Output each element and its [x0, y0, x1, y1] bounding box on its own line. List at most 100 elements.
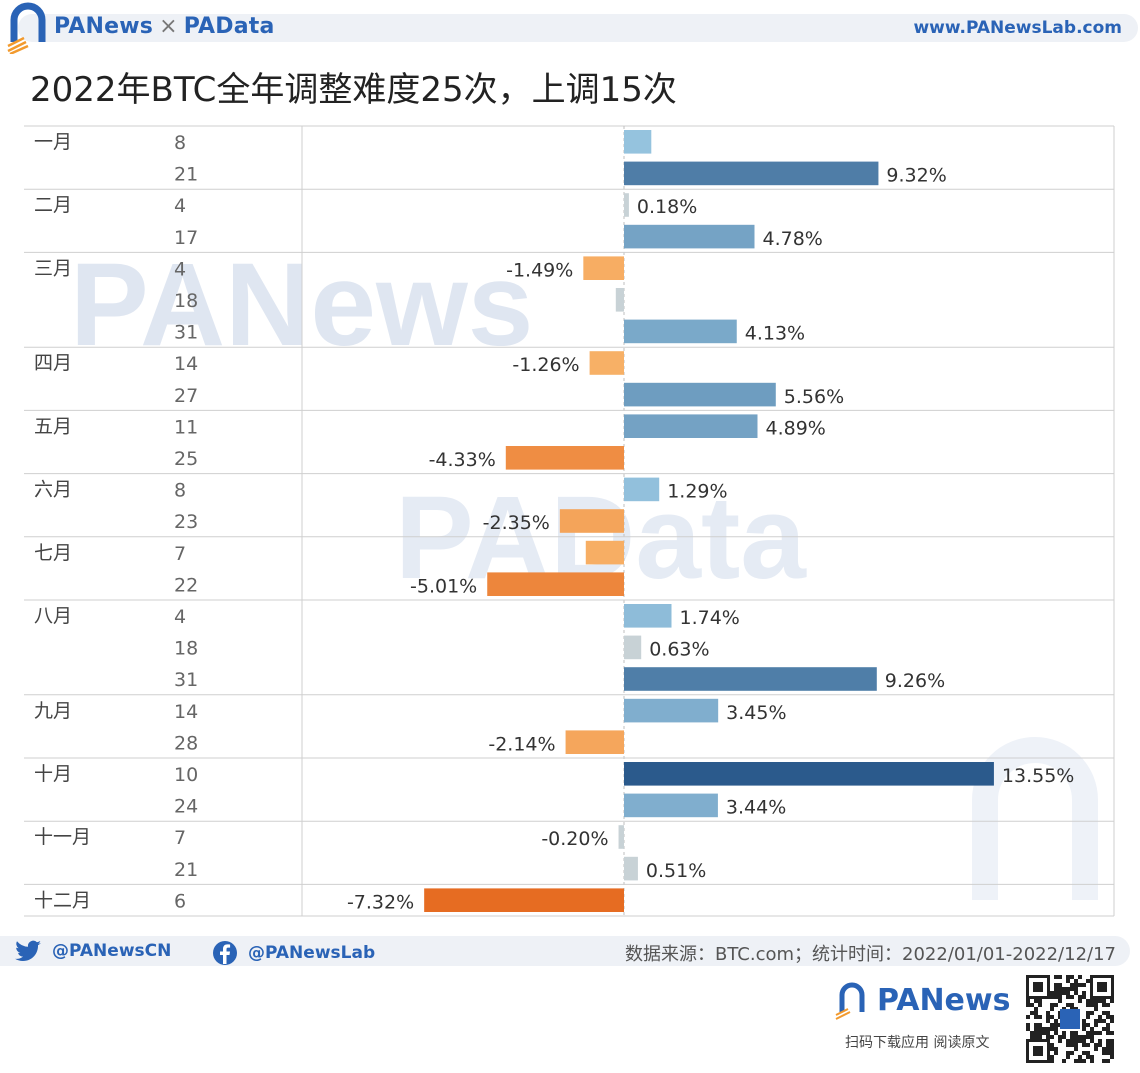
day-label: 21	[174, 164, 198, 186]
qr-module	[1098, 999, 1102, 1003]
qr-module	[1038, 1003, 1042, 1007]
qr-module	[1038, 1031, 1042, 1035]
qr-module	[1050, 1059, 1054, 1063]
bar	[624, 635, 642, 660]
qr-module	[1050, 1027, 1054, 1031]
data-label: 1.74%	[680, 607, 740, 629]
qr-module	[1026, 1023, 1030, 1027]
bar	[618, 825, 624, 849]
qr-module	[1110, 1043, 1114, 1047]
twitter-handle-text: @PANewsCN	[52, 941, 172, 961]
qr-code-icon[interactable]	[1026, 975, 1114, 1063]
qr-module	[1054, 995, 1058, 999]
site-link[interactable]: www.PANewsLab.com	[913, 18, 1122, 38]
day-label: 10	[174, 764, 198, 786]
qr-module	[1070, 1043, 1074, 1047]
bar	[624, 130, 652, 154]
qr-module	[1074, 1047, 1078, 1051]
qr-module	[1098, 1043, 1102, 1047]
qr-center-logo	[1060, 1009, 1080, 1029]
qr-module	[1110, 1019, 1114, 1023]
qr-module	[1090, 1055, 1094, 1059]
data-label: 13.55%	[1002, 765, 1074, 787]
month-label: 十二月	[34, 889, 91, 911]
top-banner-band	[18, 14, 1138, 42]
qr-module	[1106, 1047, 1110, 1051]
data-source: 数据来源：BTC.com；统计时间：2022/01/01-2022/12/17	[624, 944, 1116, 965]
qr-module	[1082, 1027, 1086, 1031]
qr-finder-core	[1097, 982, 1107, 992]
qr-module	[1110, 1051, 1114, 1055]
bars-layer	[424, 130, 994, 912]
data-label: 0.18%	[637, 196, 697, 218]
month-label: 六月	[34, 479, 72, 501]
qr-module	[1054, 987, 1058, 991]
qr-module	[1066, 987, 1070, 991]
bar	[624, 856, 638, 881]
bar	[624, 414, 758, 438]
data-label: 0.51%	[646, 860, 706, 882]
month-label: 一月	[34, 131, 72, 153]
qr-module	[1058, 1039, 1062, 1043]
data-label: -2.14%	[488, 733, 555, 755]
data-label: -4.33%	[429, 449, 496, 471]
bar	[624, 604, 672, 628]
day-label: 11	[174, 416, 198, 438]
data-label: 3.45%	[726, 702, 786, 724]
qr-module	[1078, 1059, 1082, 1063]
labels-layer: 一月 8 21 9.32% 二月 4 0.18% 17 4.78% 三月 4 -1.49% 18 31 4.…	[34, 131, 1074, 913]
qr-module	[1070, 975, 1074, 979]
qr-module	[1090, 1035, 1094, 1039]
qr-module	[1106, 1015, 1110, 1019]
day-label: 25	[174, 448, 198, 470]
day-label: 6	[174, 890, 186, 912]
day-label: 4	[174, 195, 186, 217]
qr-module	[1034, 1035, 1038, 1039]
facebook-icon	[213, 941, 237, 965]
qr-module	[1106, 1027, 1110, 1031]
qr-module	[1094, 1007, 1098, 1011]
facebook-handle[interactable]: @PANewsLab	[212, 940, 375, 966]
data-label: -7.32%	[347, 891, 414, 913]
qr-module	[1066, 975, 1070, 979]
qr-module	[1102, 1003, 1106, 1007]
qr-module	[1038, 1023, 1042, 1027]
qr-module	[1030, 1003, 1034, 1007]
qr-module	[1050, 995, 1054, 999]
twitter-handle[interactable]: @PANewsCN	[14, 940, 171, 962]
qr-module	[1090, 1031, 1094, 1035]
qr-module	[1082, 991, 1086, 995]
day-label: 27	[174, 385, 198, 407]
bar	[624, 477, 660, 502]
data-label: 4.89%	[765, 417, 825, 439]
bar	[559, 509, 624, 533]
qr-module	[1050, 1007, 1054, 1011]
data-label: 0.63%	[649, 639, 709, 661]
qr-module	[1046, 1019, 1050, 1023]
qr-module	[1098, 1039, 1102, 1043]
qr-module	[1054, 1047, 1058, 1051]
qr-module	[1090, 1003, 1094, 1007]
qr-module	[1050, 1047, 1054, 1051]
month-label: 十月	[34, 763, 72, 785]
qr-module	[1070, 1003, 1074, 1007]
qr-module	[1094, 1003, 1098, 1007]
qr-module	[1026, 999, 1030, 1003]
brand-title: PANews × PAData	[54, 14, 275, 39]
qr-module	[1086, 1023, 1090, 1027]
qr-module	[1110, 1039, 1114, 1043]
month-label: 十一月	[34, 826, 91, 848]
day-label: 31	[174, 322, 198, 344]
qr-module	[1098, 1031, 1102, 1035]
day-label: 18	[174, 290, 198, 312]
qr-module	[1066, 995, 1070, 999]
qr-module	[1094, 999, 1098, 1003]
qr-module	[1090, 999, 1094, 1003]
qr-module	[1078, 999, 1082, 1003]
qr-module	[1070, 987, 1074, 991]
data-label: -1.26%	[512, 354, 579, 376]
month-label: 九月	[34, 700, 72, 722]
qr-finder-core	[1033, 982, 1043, 992]
qr-module	[1082, 983, 1086, 987]
